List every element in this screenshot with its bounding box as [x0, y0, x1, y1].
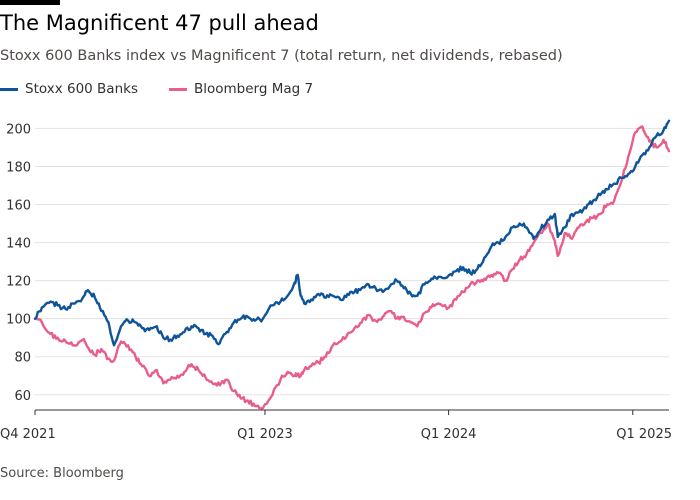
- y-tick-label: 100: [6, 313, 31, 328]
- banks-series-line: [33, 119, 671, 347]
- chart-legend: Stoxx 600 Banks Bloomberg Mag 7: [0, 79, 313, 99]
- line-chart: 60 80 100 120 140 160 180 200 Q4 2021 Q1 2023 Q1 2…: [0, 119, 672, 442]
- legend-label-mag7: Bloomberg Mag 7: [193, 81, 314, 97]
- legend-swatch-mag7: [168, 87, 187, 91]
- y-tick-label: 80: [14, 351, 31, 366]
- y-tick-label: 180: [6, 160, 31, 175]
- x-tick-label: Q4 2021: [0, 427, 56, 442]
- chart-subtitle: Stoxx 600 Banks index vs Magnificent 7 (…: [0, 48, 563, 64]
- y-tick-label: 200: [6, 122, 31, 137]
- legend-swatch-banks: [0, 87, 18, 91]
- y-tick-label: 160: [6, 199, 31, 214]
- x-tick-label: Q1 2023: [237, 427, 293, 442]
- source-note: Source: Bloomberg: [0, 466, 124, 481]
- x-tick-label: Q1 2025: [616, 427, 672, 442]
- chart-title: The Magnificent 47 pull ahead: [0, 11, 319, 35]
- header-accent-bar: [0, 0, 60, 5]
- y-tick-label: 120: [6, 275, 31, 290]
- mag7-series-line: [33, 125, 671, 411]
- legend-item-banks: Stoxx 600 Banks: [0, 81, 138, 97]
- legend-label-banks: Stoxx 600 Banks: [25, 81, 138, 97]
- y-tick-label: 60: [14, 389, 31, 404]
- legend-item-mag7: Bloomberg Mag 7: [168, 81, 314, 97]
- x-tick-label: Q1 2024: [421, 427, 477, 442]
- y-tick-label: 140: [6, 237, 31, 252]
